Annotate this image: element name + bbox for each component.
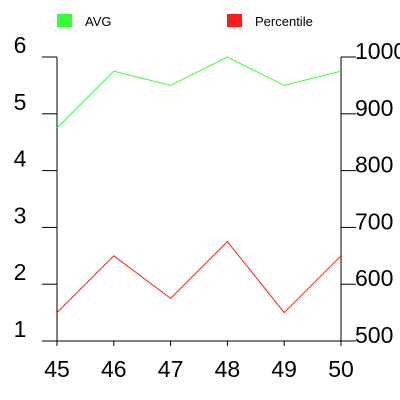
- x-tick-label: 45: [44, 356, 70, 382]
- right-y-tick-label: 1000: [355, 38, 400, 64]
- x-tick-label: 48: [215, 356, 241, 382]
- legend-swatch-percentile: [227, 14, 242, 27]
- legend-swatch-avg: [57, 14, 72, 27]
- x-tick-label: 50: [328, 356, 354, 382]
- x-tick-label: 49: [271, 356, 297, 382]
- x-tick-label: 47: [158, 356, 184, 382]
- legend-label-avg: AVG: [85, 14, 112, 29]
- right-y-axis-ticks: 500 600 700 800 900 1000: [341, 38, 400, 348]
- right-y-tick-label: 900: [355, 95, 393, 121]
- left-y-tick-label: 2: [14, 259, 27, 285]
- right-y-tick-label: 800: [355, 152, 393, 178]
- right-y-tick-label: 700: [355, 208, 393, 234]
- left-y-tick-label: 6: [14, 32, 27, 58]
- left-y-tick-label: 4: [14, 146, 27, 172]
- right-y-tick-label: 600: [355, 265, 393, 291]
- x-tick-label: 46: [101, 356, 127, 382]
- right-y-tick-label: 500: [355, 322, 393, 348]
- left-y-tick-label: 5: [14, 89, 27, 115]
- legend-label-percentile: Percentile: [255, 14, 313, 29]
- left-y-axis-ticks: 1 2 3 4 5 6: [14, 32, 57, 342]
- series-line-avg: [56, 56, 342, 129]
- legend: AVG Percentile: [57, 14, 313, 29]
- x-axis-ticks: 45 46 47 48 49 50: [44, 341, 354, 382]
- axes: [56, 57, 342, 342]
- left-y-tick-label: 3: [14, 202, 27, 228]
- series-line-percentile: [56, 240, 342, 314]
- left-y-tick-label: 1: [14, 316, 27, 342]
- series-lines: [56, 56, 342, 314]
